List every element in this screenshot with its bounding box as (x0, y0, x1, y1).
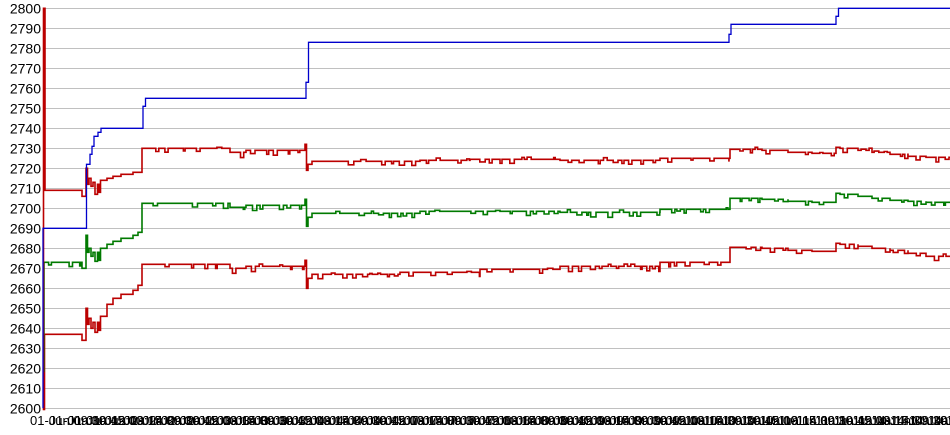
y-tick-label: 2750 (10, 100, 41, 116)
y-tick-label: 2650 (10, 300, 41, 316)
x-tick-label: 14-Jun 14:30 (946, 413, 950, 428)
x-tick-label: 09-Jun 14:30 (666, 413, 742, 428)
x-tick-label: 02-Jun 14:30 (198, 413, 274, 428)
x-tick-label: 04-Jun 14:30 (385, 413, 461, 428)
y-tick-label: 2790 (10, 20, 41, 36)
x-tick-label: 08-Jun 09:30 (497, 413, 573, 428)
y-tick-label: 2670 (10, 260, 41, 276)
x-tick-label: 11-Jun 10:45 (796, 413, 871, 428)
y-tick-label: 2710 (10, 180, 41, 196)
x-tick-label: 01-Jun 12:00 (67, 413, 143, 428)
y-tick-label: 2630 (10, 340, 41, 356)
x-tick-label: 11-Jun 13:15 (834, 413, 909, 428)
x-tick-label: 04-Jun 13:15 (367, 413, 443, 428)
x-tick-label: 09-Jun 12:00 (628, 413, 704, 428)
x-tick-label: 09-Jun 13:15 (647, 413, 723, 428)
x-tick-label: 11-Jun 14:30 (853, 413, 928, 428)
x-tick-label: 10-Jun 12:00 (722, 413, 798, 428)
x-tick-label: 10-Jun 09:30 (684, 413, 760, 428)
x-tick-label: 07-Jun 09:30 (404, 413, 480, 428)
x-tick-label: 01-Jun 13:15 (86, 413, 162, 428)
x-tick-label: 03-Jun 09:30 (217, 413, 293, 428)
x-tick-label: 10-Jun 10:45 (703, 413, 779, 428)
x-tick-label: 07-Jun 14:30 (479, 413, 555, 428)
y-tick-label: 2760 (10, 80, 41, 96)
x-tick-label: 03-Jun 10:45 (236, 413, 312, 428)
series-red-upper-line (42, 7, 950, 411)
x-tick-label: 01-Jun 09:30 (30, 413, 106, 428)
x-tick-label: 07-Jun 10:45 (423, 413, 499, 428)
y-tick-label: 2660 (10, 280, 41, 296)
series-blue-line (42, 7, 950, 409)
y-tick-label: 2800 (10, 0, 41, 16)
gridlines (44, 7, 950, 409)
x-tick-label: 08-Jun 12:00 (535, 413, 611, 428)
y-tick-label: 2600 (10, 400, 41, 416)
x-tick-label: 08-Jun 10:45 (516, 413, 592, 428)
x-tick-label: 03-Jun 13:15 (273, 413, 349, 428)
x-tick-label: 11-Jun 09:30 (778, 413, 853, 428)
x-tick-label: 08-Jun 14:30 (572, 413, 648, 428)
y-tick-label: 2730 (10, 140, 41, 156)
x-tick-label: 02-Jun 09:30 (124, 413, 200, 428)
y-tick-label: 2610 (10, 380, 41, 396)
y-tick-label: 2770 (10, 60, 41, 76)
y-tick-label: 2620 (10, 360, 41, 376)
y-tick-label: 2720 (10, 160, 41, 176)
x-tick-label: 08-Jun 13:15 (553, 413, 629, 428)
y-tick-label: 2640 (10, 320, 41, 336)
x-tick-label: 10-Jun 13:15 (740, 413, 816, 428)
x-tick-label: 01-Jun 14:30 (105, 413, 181, 428)
y-tick-label: 2700 (10, 200, 41, 216)
x-tick-label: 04-Jun 10:45 (329, 413, 405, 428)
series-red-lower-line (43, 242, 950, 411)
x-tick-label: 14-Jun 10:45 (890, 413, 950, 428)
x-tick-label: 09-Jun 09:30 (591, 413, 667, 428)
x-tick-label: 14-Jun 09:30 (871, 413, 947, 428)
x-tick-label: 04-Jun 12:00 (348, 413, 424, 428)
x-tick-label: 11-Jun 12:00 (815, 413, 890, 428)
x-tick-label: 03-Jun 14:30 (292, 413, 368, 428)
y-axis-labels: 2600 2610 2620 2630 2640 2650 2660 2670 2680 2690… (10, 0, 41, 416)
x-tick-label: 02-Jun 12:00 (161, 413, 237, 428)
x-tick-label: 07-Jun 13:15 (460, 413, 536, 428)
x-tick-label: 09-Jun 10:45 (610, 413, 686, 428)
x-tick-label: 02-Jun 10:45 (142, 413, 218, 428)
x-tick-label: 14-Jun 12:00 (909, 413, 950, 428)
x-tick-label: 04-Jun 09:30 (310, 413, 386, 428)
x-tick-label: 10-Jun 14:30 (759, 413, 835, 428)
x-tick-label: 14-Jun 13:15 (927, 413, 950, 428)
y-tick-label: 2690 (10, 220, 41, 236)
y-tick-label: 2740 (10, 120, 41, 136)
y-tick-label: 2780 (10, 40, 41, 56)
x-tick-label: 01-Jun 10:45 (49, 413, 125, 428)
x-tick-label: 03-Jun 12:00 (254, 413, 330, 428)
x-tick-label: 07-Jun 12:00 (441, 413, 517, 428)
series-green-line (43, 192, 950, 373)
x-tick-label: 02-Jun 13:15 (180, 413, 256, 428)
y-tick-label: 2680 (10, 240, 41, 256)
